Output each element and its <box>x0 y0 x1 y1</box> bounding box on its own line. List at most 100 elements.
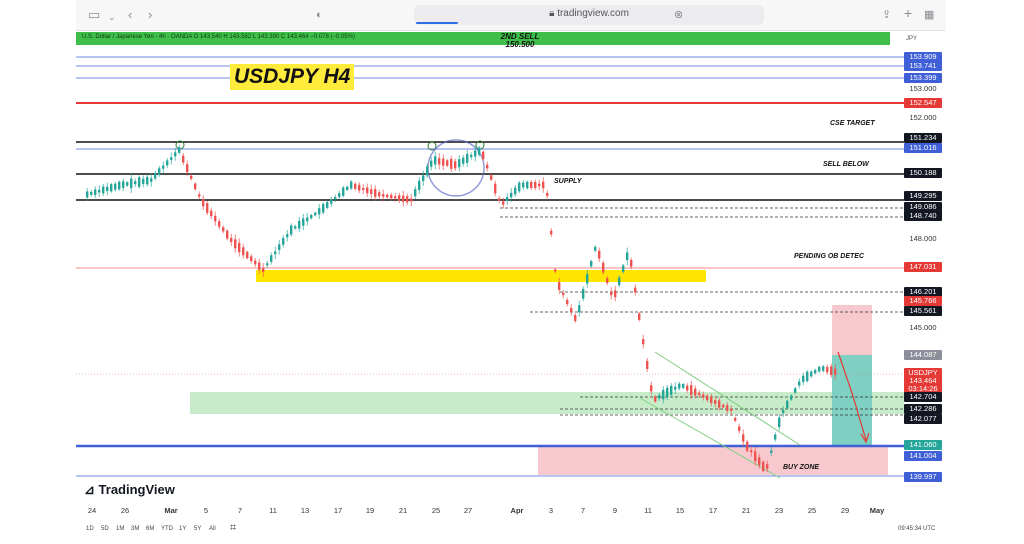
candle-body <box>118 181 121 190</box>
candle-body <box>802 375 805 382</box>
cse-target-label: CSE TARGET <box>830 120 875 127</box>
candle-body <box>358 184 361 191</box>
candle-body <box>610 291 613 296</box>
candle-body <box>654 396 657 402</box>
candle-body <box>178 147 181 153</box>
timeframe-button[interactable]: 1Y <box>179 526 187 532</box>
candle-body <box>98 189 101 193</box>
candle-body <box>834 368 837 375</box>
candle-body <box>710 396 713 404</box>
candle-body <box>658 395 661 399</box>
candle-body <box>714 400 717 404</box>
candle-body <box>742 434 745 442</box>
candle-body <box>110 184 113 192</box>
time-tick: 5 <box>203 506 209 515</box>
candle-body <box>718 400 721 408</box>
candle-body <box>190 175 193 179</box>
candle-body <box>234 239 237 249</box>
candle-body <box>354 183 357 189</box>
tabs-icon[interactable]: ▦ <box>924 9 935 21</box>
time-tick: 25 <box>807 506 817 515</box>
candle-body <box>794 388 797 393</box>
timeframe-button[interactable]: 3M <box>131 526 140 532</box>
candle-body <box>490 175 493 180</box>
candle-body <box>662 389 665 400</box>
candle-body <box>738 426 741 431</box>
price-label: 153.909 <box>904 52 942 62</box>
candle-body <box>798 381 801 386</box>
candle-body <box>202 198 205 207</box>
candle-body <box>786 400 789 409</box>
candle-body <box>242 247 245 256</box>
candle-body <box>818 366 821 372</box>
candle-body <box>474 150 477 157</box>
price-label: 03:14:26 <box>904 384 942 394</box>
candle-body <box>678 383 681 389</box>
candle-body <box>226 230 229 239</box>
candle-body <box>758 457 761 466</box>
candle-body <box>246 251 249 259</box>
candle-body <box>506 197 509 201</box>
candle-body <box>158 168 161 175</box>
candle-body <box>114 183 117 190</box>
candle-body <box>294 226 297 229</box>
browser-toolbar: ▭ ⌄ ‹ › ◐ 🔒︎ tradingview.com ⊗ ⇪ + ▦ <box>76 0 946 31</box>
chart-title: USDJPY H4 <box>230 64 355 90</box>
candle-body <box>582 288 585 299</box>
candle-body <box>338 193 341 197</box>
candle-body <box>350 181 353 189</box>
lock-icon: 🔒︎ <box>549 8 555 19</box>
time-tick: 9 <box>612 506 618 515</box>
candle-body <box>450 159 453 169</box>
candle-body <box>762 461 765 471</box>
candle-body <box>790 395 793 400</box>
currency-label[interactable]: JPY <box>906 36 918 42</box>
candle-body <box>286 234 289 238</box>
address-bar[interactable]: 🔒︎ tradingview.com <box>414 5 764 25</box>
reload-icon[interactable]: ⊗ <box>674 9 684 21</box>
plus-icon[interactable]: + <box>904 5 913 21</box>
pending-ob-label: PENDING OB DETEC <box>794 253 865 260</box>
candle-body <box>614 290 617 298</box>
time-tick: 25 <box>431 506 441 515</box>
candle-body <box>806 371 809 382</box>
forward-icon[interactable]: › <box>148 7 153 22</box>
shield-icon[interactable]: ◐ <box>316 9 323 21</box>
tv-logo-icon: ⊿ <box>84 482 95 497</box>
candle-body <box>618 277 621 286</box>
chevron-down-icon[interactable]: ⌄ <box>108 12 116 22</box>
time-tick: 21 <box>398 506 408 515</box>
timeframe-button[interactable]: YTD <box>161 526 173 532</box>
timeframe-button[interactable]: All <box>209 526 216 532</box>
candle-body <box>314 212 317 216</box>
timeframe-button[interactable]: 1M <box>116 526 125 532</box>
candle-body <box>454 161 457 169</box>
share-icon[interactable]: ⇪ <box>882 9 892 21</box>
price-label: 149.086 <box>904 202 942 212</box>
candle-body <box>566 299 569 305</box>
timeframe-button[interactable]: 6M <box>146 526 155 532</box>
timeframe-button[interactable]: 1D <box>86 526 94 532</box>
candle-body <box>94 189 97 195</box>
candle-body <box>598 250 601 259</box>
candle-body <box>206 203 209 213</box>
sidebar-icon[interactable]: ▭ <box>88 7 101 22</box>
candle-body <box>602 262 605 273</box>
candle-body <box>446 160 449 166</box>
candle-body <box>382 194 385 197</box>
price-label: 145.561 <box>904 306 942 316</box>
candle-body <box>170 157 173 160</box>
timeframe-button[interactable]: 5D <box>101 526 109 532</box>
candle-body <box>230 237 233 243</box>
candle-body <box>726 405 729 411</box>
timeframe-button[interactable]: 5Y <box>194 526 202 532</box>
candle-body <box>642 339 645 345</box>
price-label: 147.031 <box>904 262 942 272</box>
candle-body <box>106 186 109 192</box>
candle-body <box>574 315 577 321</box>
date-range-icon[interactable]: ⌗ <box>230 522 237 534</box>
channel-lower-line <box>639 397 781 479</box>
back-icon[interactable]: ‹ <box>128 7 133 22</box>
candle-body <box>478 147 481 155</box>
